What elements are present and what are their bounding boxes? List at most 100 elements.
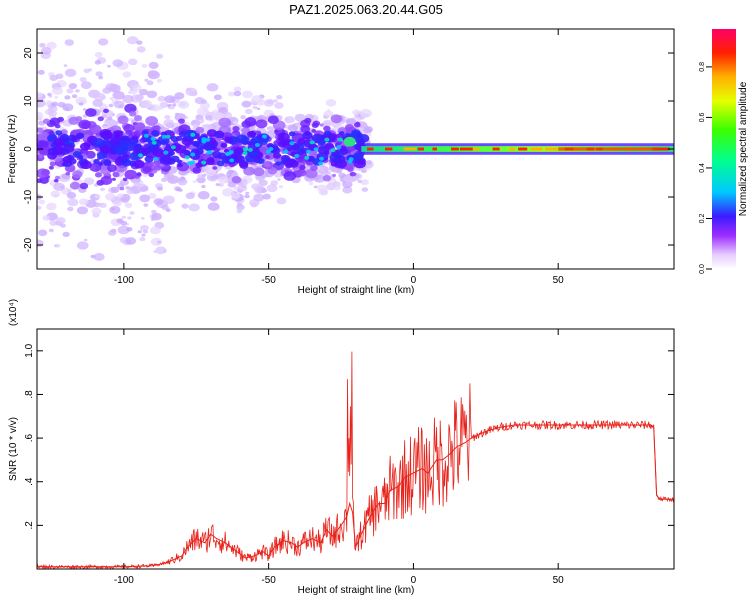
spectrogram-blob-mid <box>100 175 113 185</box>
spectrogram-blob-mid <box>134 114 143 122</box>
spectrogram-blob-mid <box>218 117 232 128</box>
spectrogram-blob-pale <box>174 92 185 100</box>
spectrogram-blob-pale <box>107 64 111 68</box>
spectrogram-blob-mid <box>90 165 97 170</box>
spectrogram-blob-deep <box>165 143 171 148</box>
spectrogram-blob-pale <box>325 99 337 107</box>
spectrogram-blob-pale <box>244 194 250 199</box>
spectrogram-blob-pale <box>157 95 166 102</box>
spectrogram-blob-pale <box>99 187 106 192</box>
spectrogram-blob-deep <box>285 163 293 169</box>
snr-xtick-label: -100 <box>114 575 134 586</box>
spectrogram-blob-deep <box>93 158 100 165</box>
spectrogram-blob-pale <box>201 173 207 177</box>
spectrogram-blob-pale <box>37 98 46 108</box>
spectrogram-blob-pale <box>159 101 169 108</box>
spectrogram-blob-pale <box>93 252 105 261</box>
spectrogram-blob-pale <box>64 95 71 100</box>
spectrogram-blob-pale <box>207 202 220 211</box>
spectrogram-blob-pale <box>83 238 88 242</box>
spectrogram-blob-deep <box>175 135 183 142</box>
spectrogram-blob-pale <box>112 59 124 67</box>
spectrogram-blob-deep <box>220 142 227 148</box>
spectrogram-blob-bright <box>289 141 295 146</box>
spectrogram-blob-pale <box>233 86 242 92</box>
spectrogram-blob-deep <box>272 152 282 159</box>
spectrogram-blob-pale <box>120 197 129 204</box>
spectrogram-blob-mid <box>117 115 129 125</box>
spectrogram-blob-deep <box>281 139 293 149</box>
spectrogram-blob-pale <box>195 117 205 124</box>
spectrogram-blob-pale <box>245 191 250 195</box>
spectrogram-blob-pale <box>110 186 120 194</box>
spectrogram-blob-deep <box>103 159 112 166</box>
spectrogram-blob-bright <box>294 153 300 158</box>
spectrogram-blob-deep <box>55 130 63 136</box>
snr-x-label: Height of straight line (km) <box>298 585 415 596</box>
spectrogram-blob-bright <box>313 147 319 152</box>
spectrogram-blob-pale <box>140 185 149 192</box>
spectrogram-blob-pale <box>210 196 218 202</box>
spectrogram-blob-mid <box>178 118 185 124</box>
spectrogram-blob-deep <box>317 145 330 155</box>
spectrogram-blob-pale <box>338 172 346 179</box>
spectrogram-blob-pale <box>266 184 278 193</box>
spectrogram-blob-mid <box>283 171 297 181</box>
chart-title: PAZ1.2025.063.20.44.G05 <box>289 2 443 17</box>
spectrogram-blob-mid <box>37 140 48 149</box>
spectrogram-blob-pale <box>148 61 159 69</box>
spectrogram-blob-deep <box>151 129 160 137</box>
spectrogram-blob-deep <box>79 142 91 151</box>
spectrogram-blob-mid <box>267 115 279 124</box>
spectrogram-blob-pale <box>122 94 134 104</box>
spectrogram-blob-deep <box>131 135 139 141</box>
spectrogram-blob-pale <box>256 107 261 111</box>
spectrogram-blob-pale <box>62 231 70 237</box>
spectrogram-blob-pale <box>165 208 171 212</box>
spectrogram-ytick-label: 20 <box>23 47 34 59</box>
spectrogram-blob-pale <box>141 216 145 220</box>
snr-ytick-label: .6 <box>24 433 35 442</box>
spectrogram-blob-deep <box>119 157 128 164</box>
spectrogram-blob-pale <box>343 174 355 183</box>
spectrogram-blob-pale <box>196 176 206 184</box>
spectrogram-blob-bright <box>261 134 267 139</box>
spectrogram-blob-deep <box>260 139 268 145</box>
spectrogram-blob-pale <box>206 83 219 92</box>
spectrogram-blob-mid <box>311 122 319 128</box>
spectrogram-band-peak <box>403 147 417 151</box>
spectrogram-blob-deep <box>71 135 79 141</box>
spectrogram-blob-pale <box>105 82 118 92</box>
spectrogram-blob-pale <box>37 229 48 237</box>
spectrogram-blob-mid <box>132 122 146 132</box>
spectrogram-blob-mid <box>355 121 360 125</box>
snr-ytick-label: 1.0 <box>24 343 35 357</box>
spectrogram-blob-pale <box>233 90 242 97</box>
spectrogram-blob-mid <box>37 168 50 179</box>
spectrogram-blob-pale <box>142 229 148 234</box>
spectrogram-blob-pale <box>202 166 209 172</box>
spectrogram-y-label: Frequency (Hz) <box>7 115 18 184</box>
spectrogram-blob-pale <box>287 124 298 132</box>
spectrogram-blob-pale <box>125 237 137 245</box>
spectrogram-band-peak <box>451 147 459 151</box>
spectrogram-blob-mid <box>300 125 311 133</box>
spectrogram-blob-pale <box>363 126 374 134</box>
spectrogram-blob-pale <box>136 46 146 53</box>
spectrogram-blob-pale <box>164 95 176 104</box>
spectrogram-blob-pale <box>240 115 246 120</box>
spectrogram-blob-bright <box>161 134 167 139</box>
spectrogram-blob-pale <box>93 92 106 102</box>
spectrogram-blob-deep <box>221 155 233 164</box>
spectrogram-blob-pale <box>82 108 87 111</box>
spectrogram-blob-mid <box>192 166 202 174</box>
colorbar-gradient <box>712 29 736 269</box>
spectrogram-blob-pale <box>194 97 205 104</box>
spectrogram-blob-deep <box>100 146 111 155</box>
spectrogram-blob-pale <box>273 99 278 103</box>
spectrogram-blob-mid <box>346 166 354 172</box>
spectrogram-blob-mid <box>42 118 50 124</box>
spectrogram-blob-mid <box>305 168 318 179</box>
spectrogram-blob-pale <box>40 47 52 55</box>
spectrogram-blob-pale <box>258 179 268 187</box>
